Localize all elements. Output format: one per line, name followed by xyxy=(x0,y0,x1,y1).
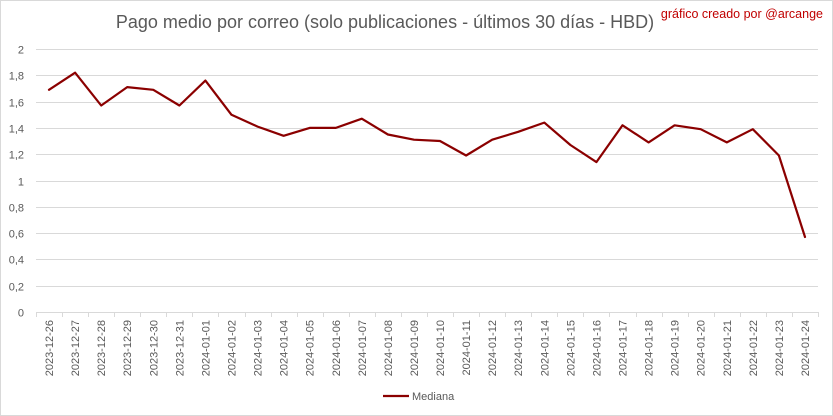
x-tick-label: 2023-12-26 xyxy=(44,320,56,376)
y-tick-label: 0,2 xyxy=(9,282,24,294)
y-tick-label: 1,6 xyxy=(9,98,24,110)
x-tick-label: 2023-12-31 xyxy=(174,320,186,376)
x-tick-label: 2024-01-13 xyxy=(513,320,525,376)
x-tick-label: 2024-01-02 xyxy=(227,320,239,376)
legend-label: Mediana xyxy=(412,391,455,403)
x-tick-label: 2024-01-14 xyxy=(539,320,551,376)
x-tick-label: 2024-01-19 xyxy=(670,320,682,376)
y-tick-label: 2 xyxy=(18,45,24,57)
chart-credit: gráfico creado por @arcange xyxy=(660,7,823,21)
x-tick-label: 2024-01-21 xyxy=(722,320,734,376)
y-tick-label: 1,4 xyxy=(9,124,24,136)
x-tick-label: 2024-01-20 xyxy=(696,320,708,376)
y-tick-label: 1,2 xyxy=(9,150,24,162)
x-tick-label: 2024-01-05 xyxy=(305,320,317,376)
x-tick-label: 2023-12-28 xyxy=(96,320,108,376)
x-tick-label: 2023-12-30 xyxy=(148,320,160,376)
x-tick-label: 2024-01-12 xyxy=(487,320,499,376)
x-tick-label: 2024-01-09 xyxy=(409,320,421,376)
x-tick-label: 2024-01-10 xyxy=(435,320,447,376)
y-tick-label: 1 xyxy=(18,177,24,189)
x-tick-label: 2024-01-23 xyxy=(774,320,786,376)
x-tick-label: 2024-01-24 xyxy=(800,320,812,376)
x-tick-label: 2024-01-06 xyxy=(331,320,343,376)
x-tick-label: 2024-01-17 xyxy=(618,320,630,376)
x-tick-label: 2024-01-03 xyxy=(253,320,265,376)
x-tick-label: 2024-01-16 xyxy=(591,320,603,376)
x-tick-label: 2024-01-01 xyxy=(200,320,212,376)
x-tick-label: 2024-01-08 xyxy=(383,320,395,376)
y-tick-label: 1,8 xyxy=(9,71,24,83)
series-line xyxy=(47,71,807,239)
x-tick-label: 2024-01-04 xyxy=(279,320,291,376)
x-tick-label: 2024-01-07 xyxy=(357,320,369,376)
x-tick-label: 2024-01-18 xyxy=(644,320,656,376)
y-tick-label: 0,6 xyxy=(9,229,24,241)
x-tick-label: 2024-01-22 xyxy=(748,320,760,376)
x-tick-label: 2023-12-29 xyxy=(122,320,134,376)
chart-title: Pago medio por correo (solo publicacione… xyxy=(115,12,655,32)
x-tick-label: 2024-01-15 xyxy=(565,320,577,376)
y-tick-label: 0,8 xyxy=(9,203,24,215)
y-tick-label: 0,4 xyxy=(9,255,24,267)
y-tick-label: 0 xyxy=(18,308,24,320)
x-tick-label: 2023-12-27 xyxy=(70,320,82,376)
x-tick-label: 2024-01-11 xyxy=(461,320,473,375)
